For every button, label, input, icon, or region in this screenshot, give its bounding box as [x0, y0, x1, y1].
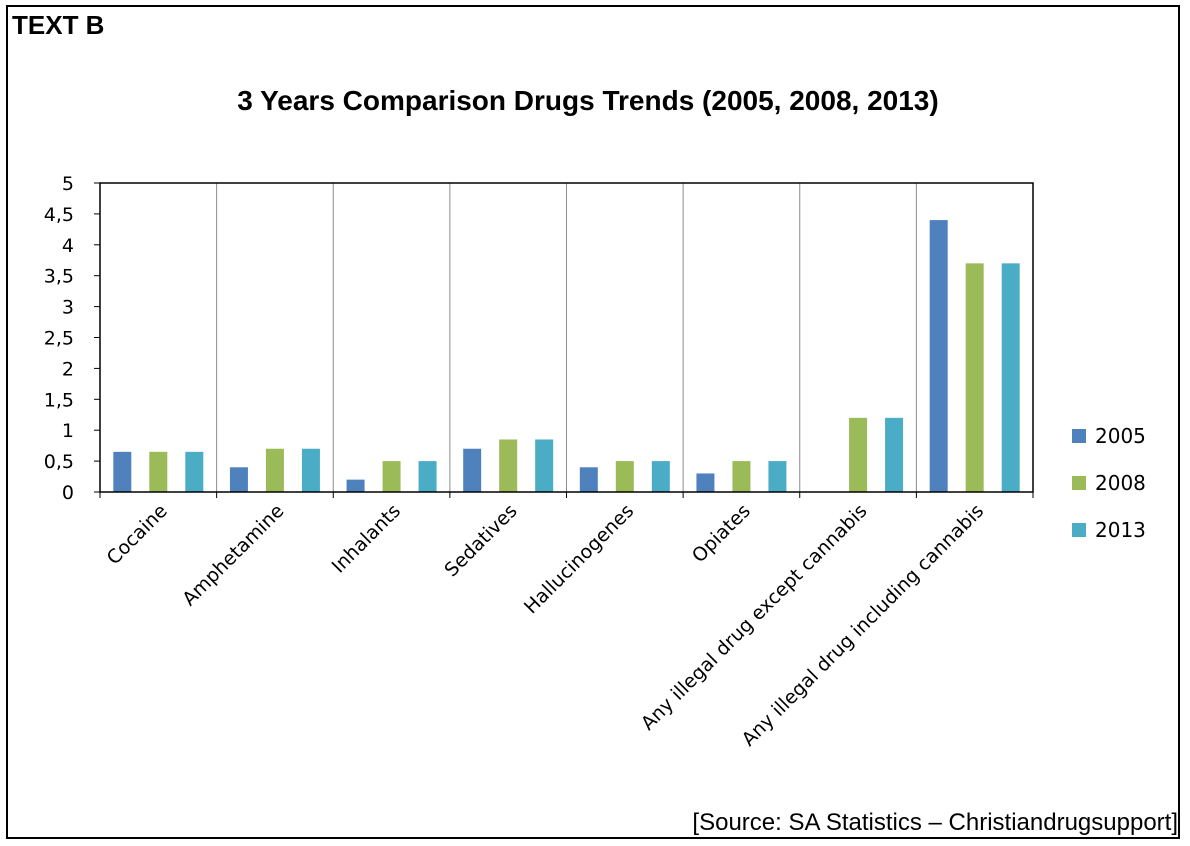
grid-lines — [216, 183, 917, 492]
x-category-label: Cocaine — [103, 500, 172, 569]
x-category-label: Sedatives — [440, 500, 521, 581]
bar-2013 — [768, 461, 787, 492]
x-category-label: Any illegal drug except cannabis — [637, 500, 872, 735]
y-tick-label: 1,5 — [44, 389, 74, 411]
bar-2005 — [579, 467, 598, 492]
x-category-label: Any illegal drug including cannabis — [738, 500, 989, 751]
y-tick-label: 1 — [62, 420, 74, 442]
legend-swatch — [1072, 523, 1086, 537]
bar-2008 — [265, 448, 284, 492]
bar-2005 — [463, 448, 482, 492]
bar-2008 — [615, 461, 634, 492]
y-tick-label: 3 — [62, 297, 74, 319]
bar-2005 — [113, 451, 132, 492]
legend-label: 2008 — [1095, 471, 1146, 495]
legend-label: 2005 — [1095, 424, 1146, 448]
y-tick-label: 5 — [62, 173, 74, 195]
bar-2008 — [382, 461, 401, 492]
bar-2013 — [651, 461, 670, 492]
bar-2008 — [732, 461, 751, 492]
x-category-label: Amphetamine — [178, 500, 288, 610]
bar-2005 — [346, 479, 365, 492]
bar-2013 — [301, 448, 320, 492]
x-category-label: Opiates — [688, 500, 755, 567]
bar-2013 — [1001, 263, 1020, 492]
bar-2008 — [965, 263, 984, 492]
y-tick-label: 2,5 — [44, 328, 74, 350]
bar-2013 — [185, 451, 204, 492]
y-tick-label: 4 — [62, 235, 74, 257]
y-tick-label: 3,5 — [44, 266, 74, 288]
legend-label: 2013 — [1095, 518, 1146, 542]
bar-2013 — [418, 461, 437, 492]
y-tick-labels: 0 0,5 1 1,5 2 2,5 3 3,5 4 4,5 5 — [44, 173, 100, 504]
bar-2013 — [535, 439, 554, 492]
y-tick-label: 0 — [62, 482, 74, 504]
text-label: TEXT B — [12, 10, 105, 40]
bar-2008 — [149, 451, 168, 492]
chart-frame — [6, 5, 1180, 839]
x-category-label: Hallucinogenes — [520, 500, 638, 618]
y-tick-label: 2 — [62, 358, 74, 380]
bar-2005 — [229, 467, 248, 492]
bars — [113, 220, 1020, 492]
bar-2013 — [885, 417, 904, 492]
source-note: [Source: SA Statistics – Christiandrugsu… — [692, 809, 1178, 836]
legend-swatch — [1072, 429, 1086, 443]
legend: 2005 2008 2013 — [1072, 424, 1146, 542]
bar-2005 — [696, 473, 715, 492]
bar-2008 — [499, 439, 518, 492]
y-tick-label: 4,5 — [44, 204, 74, 226]
y-tick-label: 0,5 — [44, 451, 74, 473]
x-category-labels: Cocaine Amphetamine Inhalants SedativesHall… — [103, 500, 989, 751]
chart-title: 3 Years Comparison Drugs Trends (2005, 2… — [237, 85, 938, 116]
bar-2008 — [849, 417, 868, 492]
bar-2005 — [929, 220, 948, 492]
x-category-label: Inhalants — [328, 500, 406, 578]
legend-swatch — [1072, 476, 1086, 490]
